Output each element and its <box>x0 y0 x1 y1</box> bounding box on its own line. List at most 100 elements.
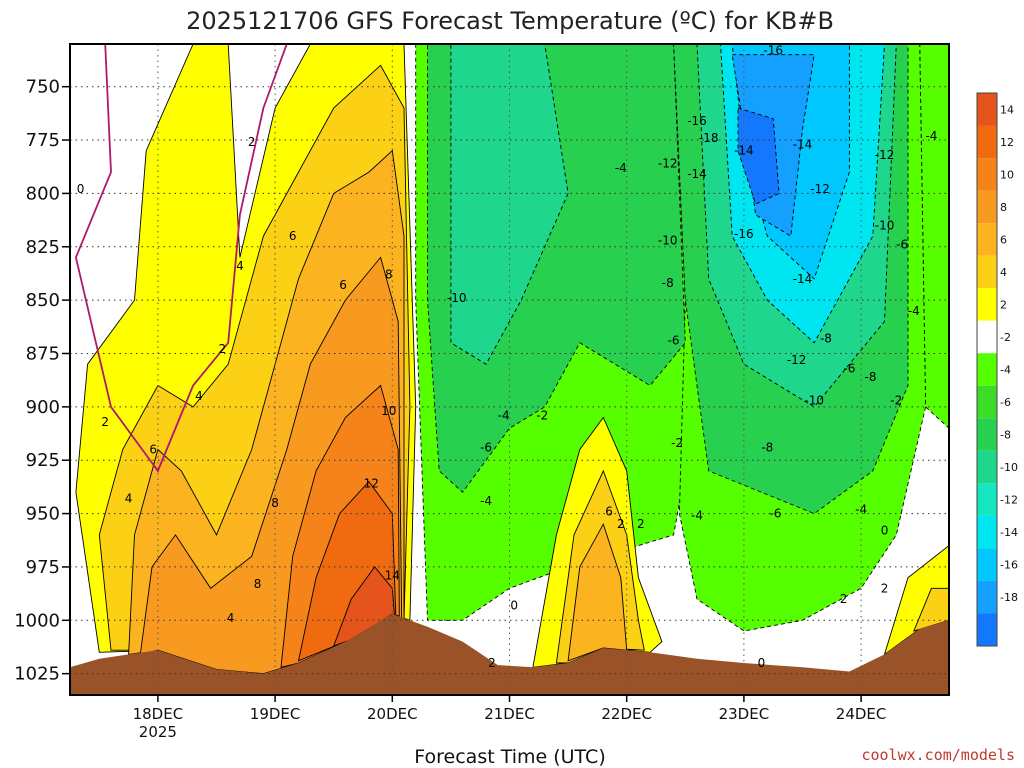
contour-label-38: -16 <box>734 227 754 241</box>
contour-label-39: -14 <box>793 137 813 151</box>
colorbar-tick--10: -10 <box>1000 461 1018 474</box>
colorbar-tick--18: -18 <box>1000 591 1018 604</box>
contour-label-14: 8 <box>254 577 262 591</box>
contour-label-46: -6 <box>770 507 782 521</box>
contour-label-47: -6 <box>843 361 855 375</box>
contour-label-43: -8 <box>820 332 832 346</box>
colorbar-tick-14: 14 <box>1000 103 1014 116</box>
terrain <box>70 613 949 695</box>
contour-label-58: 2 <box>840 592 848 606</box>
colorbar-band--16 <box>977 548 997 581</box>
y-tick-label-1000: 1000 <box>14 610 60 631</box>
contour-label-41: -14 <box>793 272 813 286</box>
contour-label-48: -4 <box>855 502 867 516</box>
colorbar-tick--8: -8 <box>1000 429 1011 442</box>
contour-label-57: 2 <box>881 581 889 595</box>
temp-region-10 <box>737 107 780 205</box>
contour-label-4: 6 <box>339 278 347 292</box>
colorbar-band--18 <box>977 580 997 614</box>
colorbar-tick--16: -16 <box>1000 559 1018 572</box>
colorbar-band--6 <box>977 385 997 419</box>
freezing-line <box>74 44 288 473</box>
contour-label-35: -18 <box>699 131 719 145</box>
contour-label-30: -8 <box>662 276 674 290</box>
y-tick-label-950: 950 <box>26 504 60 525</box>
colorbar-band-8 <box>977 190 997 224</box>
colorbar-band-6 <box>977 223 997 256</box>
contour-label-56: 0 <box>881 524 889 538</box>
contour-label-44: -10 <box>804 393 824 407</box>
colorbar-tick--6: -6 <box>1000 396 1011 409</box>
contour-label-28: -12 <box>658 157 678 171</box>
contour-label-37: -14 <box>734 144 754 158</box>
y-tick-label-925: 925 <box>26 450 60 471</box>
contour-label-53: -4 <box>908 304 920 318</box>
contour-label-36: -14 <box>687 167 707 181</box>
temp-region-1 <box>919 44 949 429</box>
colorbar-tick-4: 4 <box>1000 266 1007 279</box>
colorbar-band-2 <box>977 288 997 321</box>
contour-label-54: -4 <box>925 129 937 143</box>
colorbar-frame <box>976 92 998 647</box>
colorbar-band-12 <box>977 125 997 159</box>
colorbar-tick--14: -14 <box>1000 526 1018 539</box>
colorbar-band--4 <box>977 353 997 386</box>
colorbar-band--20 <box>977 613 997 646</box>
contour-label-40: -12 <box>810 182 830 196</box>
x-tick-label-20DEC: 20DEC <box>367 705 418 723</box>
contour-label-1: 2 <box>248 135 256 149</box>
contour-label-55: -2 <box>890 393 902 407</box>
colorbar-tick-12: 12 <box>1000 136 1014 149</box>
contour-label-51: -10 <box>875 218 895 232</box>
y-tick-label-875: 875 <box>26 343 60 364</box>
contour-label-11: 8 <box>271 496 279 510</box>
colorbar-band--2 <box>977 320 997 354</box>
contour-label-25: 2 <box>637 517 645 531</box>
y-tick-label-775: 775 <box>26 130 60 151</box>
y-tick-label-1025: 1025 <box>14 664 60 685</box>
x-tick-label-21DEC: 21DEC <box>484 705 535 723</box>
contour-label-17: -10 <box>447 291 467 305</box>
y-tick-label-825: 825 <box>26 237 60 258</box>
contour-label-24: 6 <box>605 504 613 518</box>
colorbar-band-14 <box>977 93 997 126</box>
x-tick-label-19DEC: 19DEC <box>250 705 301 723</box>
colorbar-tick--2: -2 <box>1000 331 1011 344</box>
x-tick-label-22DEC: 22DEC <box>601 705 652 723</box>
contour-label-10: 4 <box>125 492 133 506</box>
plot-area <box>70 44 949 695</box>
contour-label-31: -6 <box>668 334 680 348</box>
colorbar: 14 12 10 8 6 4 2 -2 -4 -6 -8 -10 -12 -14 -16 -18 <box>976 92 1018 647</box>
contour-label-2: 4 <box>236 259 244 273</box>
chart-title: 2025121706 GFS Forecast Temperature (ºC)… <box>186 7 834 35</box>
colorbar-band--14 <box>977 515 997 549</box>
contour-label-33: -4 <box>691 509 703 523</box>
contour-label-29: -10 <box>658 233 678 247</box>
contour-label-19: -2 <box>536 408 548 422</box>
contour-label-22: 0 <box>510 598 518 612</box>
contour-label-26: 2 <box>617 517 625 531</box>
y-tick-label-800: 800 <box>26 183 60 204</box>
axes: 7507758008258508759009259509751000102518… <box>14 43 950 741</box>
grid-lines <box>70 44 949 695</box>
y-tick-label-750: 750 <box>26 77 60 98</box>
contour-label-32: -2 <box>671 436 683 450</box>
contour-label-18: -4 <box>498 408 510 422</box>
colorbar-band--10 <box>977 450 997 484</box>
contour-label-27: -4 <box>615 161 627 175</box>
contour-label-9: 6 <box>149 443 157 457</box>
colorbar-tick-8: 8 <box>1000 201 1007 214</box>
colorbar-band-4 <box>977 255 997 289</box>
contour-label-52: -6 <box>896 238 908 252</box>
contour-label-59: 0 <box>758 656 766 670</box>
colorbar-band--8 <box>977 418 997 451</box>
x-tick-label-23DEC: 23DEC <box>719 705 770 723</box>
contour-label-7: 4 <box>195 389 203 403</box>
contour-label-23: 2 <box>488 656 496 670</box>
contour-label-49: -8 <box>864 370 876 384</box>
contour-label-6: 2 <box>219 342 227 356</box>
colorbar-tick-2: 2 <box>1000 298 1007 311</box>
colorbar-tick--12: -12 <box>1000 494 1018 507</box>
colorbar-band--12 <box>977 483 997 516</box>
